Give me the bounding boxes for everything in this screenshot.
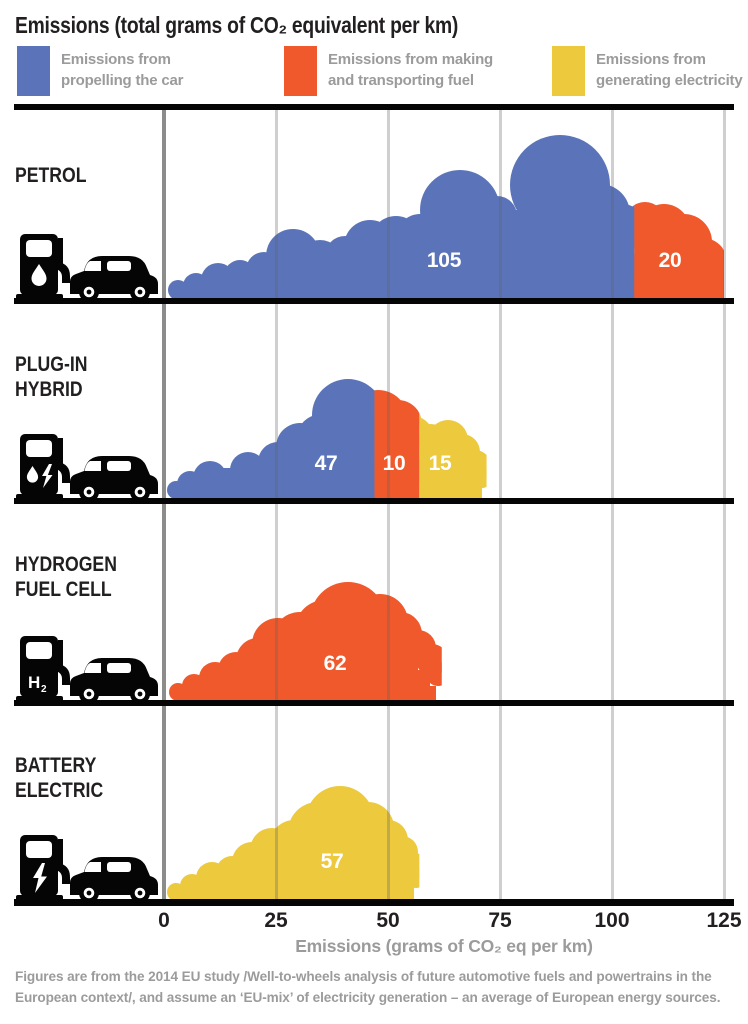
- row-divider: [14, 298, 734, 304]
- x-axis-title: Emissions (grams of CO₂ eq per km): [295, 936, 593, 956]
- legend-label: Emissions from making and transporting fu…: [328, 51, 494, 89]
- x-axis-tick-0: 0: [158, 909, 170, 932]
- legend: Emissions from propelling the car Emissio…: [0, 46, 748, 100]
- segment-value-label: 20: [658, 249, 682, 272]
- x-axis-tick-25: 25: [264, 909, 288, 932]
- row-divider: [14, 498, 734, 504]
- footnote: Figures are from the 2014 EU study /Well…: [15, 969, 721, 1005]
- segment-value-label: 57: [320, 850, 344, 873]
- x-axis-tick-125: 125: [706, 909, 742, 932]
- x-axis-tick-100: 100: [594, 909, 630, 932]
- legend-label: Emissions from generating electricity: [596, 51, 743, 89]
- segment-value-label: 47: [314, 452, 338, 475]
- x-axis-ticks: 0 25 50 75 100 125: [0, 909, 748, 935]
- emission-cloud: [0, 306, 748, 503]
- hybrid-pump-car-icon: [16, 430, 164, 509]
- segment-value-label: 62: [323, 652, 347, 675]
- legend-swatch-fuel: [284, 46, 317, 96]
- page-title: Emissions (total grams of CO₂ equivalent…: [15, 12, 459, 38]
- row-divider: [14, 104, 734, 110]
- legend-item-electricity: Emissions from generating electricity: [552, 46, 748, 96]
- emission-cloud: [0, 506, 748, 705]
- petrol-pump-car-icon: [16, 230, 164, 309]
- x-axis-tick-75: 75: [488, 909, 512, 932]
- legend-swatch-electricity: [552, 46, 585, 96]
- battery-pump-car-icon: [16, 831, 164, 910]
- legend-swatch-propelling: [17, 46, 50, 96]
- segment-value-label: 105: [426, 249, 462, 272]
- svg-text:H: H: [28, 673, 40, 692]
- legend-item-fuel: Emissions from making and transporting fu…: [284, 46, 508, 96]
- svg-text:2: 2: [41, 684, 47, 695]
- legend-label: Emissions from propelling the car: [61, 51, 184, 89]
- x-axis-tick-50: 50: [376, 909, 400, 932]
- segment-value-label: 10: [382, 452, 406, 475]
- segment-value-label: 15: [428, 452, 452, 475]
- emission-cloud: [0, 110, 748, 303]
- emission-cloud: [0, 707, 748, 904]
- row-label: HYDROGEN FUEL CELL: [15, 553, 117, 601]
- row-divider: [14, 700, 734, 706]
- legend-item-propelling: Emissions from propelling the car: [17, 46, 241, 96]
- row-label: PLUG-IN HYBRID: [15, 353, 88, 401]
- row-label: PETROL: [15, 164, 87, 187]
- row-label: BATTERY ELECTRIC: [15, 754, 104, 802]
- x-axis-line: [14, 899, 734, 906]
